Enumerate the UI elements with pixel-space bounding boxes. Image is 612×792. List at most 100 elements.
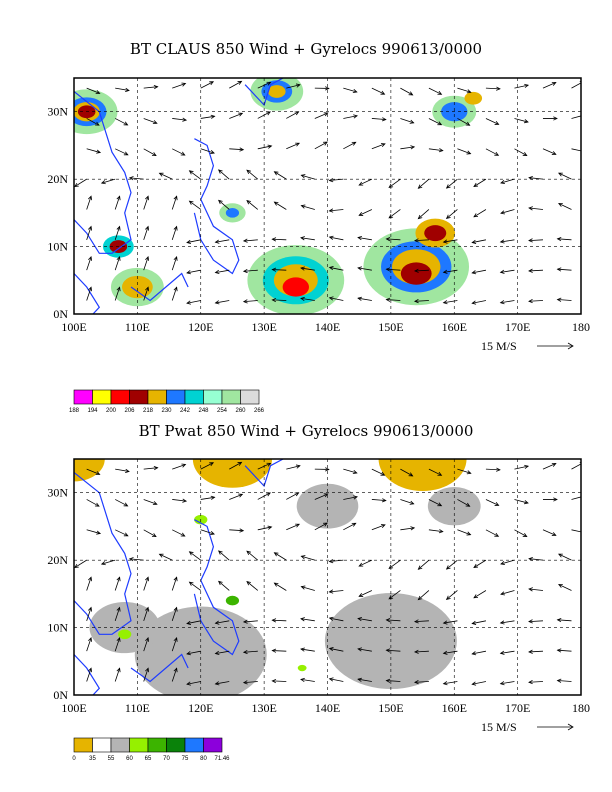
wind-vector: [86, 668, 92, 682]
wind-vector: [301, 205, 315, 210]
wind-vector: [446, 178, 458, 189]
wind-arrowhead: [242, 649, 248, 655]
wind-arrowhead: [300, 296, 305, 301]
wind-vector: [189, 581, 201, 591]
wind-arrowhead: [437, 471, 443, 476]
wind-arrowhead: [408, 472, 414, 477]
wind-vector: [472, 239, 487, 243]
wind-arrowhead: [273, 201, 279, 206]
wind-arrowhead: [358, 593, 364, 597]
wind-arrowhead: [186, 300, 191, 305]
shading-blob: [121, 275, 153, 299]
wind-arrowhead: [210, 531, 215, 536]
wind-arrowhead: [385, 237, 391, 242]
wind-arrowhead: [414, 619, 419, 624]
wind-vector: [528, 620, 543, 622]
wind-arrowhead: [145, 286, 150, 292]
wind-arrowhead: [238, 112, 244, 117]
wind-vector: [114, 668, 121, 682]
wind-vector: [300, 267, 315, 271]
wind-vector: [500, 650, 515, 654]
wind-vector: [500, 559, 515, 565]
wind-arrowhead: [388, 595, 394, 600]
wind-arrowhead: [496, 86, 501, 91]
colorbar-swatch: [110, 737, 130, 753]
wind-vector: [528, 650, 543, 653]
wind-arrowhead: [380, 524, 386, 528]
wind-arrowhead: [116, 637, 121, 642]
wind-arrowhead: [551, 462, 557, 467]
wind-arrowhead: [442, 681, 448, 686]
wind-vector: [400, 527, 415, 531]
wind-arrowhead: [494, 532, 500, 537]
wind-vector: [300, 618, 315, 622]
wind-vector: [473, 559, 487, 568]
wind-arrowhead: [300, 236, 305, 241]
wind-vector: [443, 239, 458, 243]
wind-vector: [571, 115, 581, 119]
wind-vector: [300, 679, 315, 682]
wind-vector: [86, 287, 92, 301]
wind-arrowhead: [357, 266, 363, 271]
wind-vector: [86, 148, 101, 153]
wind-vector: [101, 559, 116, 565]
colorbar-swatch: [73, 737, 93, 753]
wind-vector: [229, 493, 243, 500]
x-tick-label: 110E: [125, 701, 150, 715]
wind-vector: [186, 681, 201, 685]
vector-reference-label: 15 M/S: [481, 339, 517, 353]
wind-arrowhead: [153, 465, 159, 471]
wind-arrowhead: [523, 119, 529, 124]
wind-arrowhead: [210, 495, 216, 500]
wind-vector: [200, 81, 214, 89]
wind-arrowhead: [295, 523, 301, 528]
wind-vector: [86, 529, 101, 534]
wind-arrowhead: [158, 172, 164, 177]
wind-vector: [359, 559, 373, 567]
wind-arrowhead: [238, 493, 244, 498]
wind-arrowhead: [471, 239, 477, 244]
shading-blob: [427, 487, 481, 526]
wind-vector: [473, 178, 487, 187]
wind-vector: [528, 269, 543, 272]
wind-vector: [529, 558, 544, 561]
wind-vector: [329, 178, 344, 181]
wind-arrowhead: [494, 502, 500, 506]
wind-vector: [329, 678, 344, 682]
y-tick-label: 10N: [47, 240, 68, 254]
wind-vector: [301, 174, 315, 180]
wind-vector: [114, 226, 121, 240]
wind-arrowhead: [471, 270, 477, 275]
wind-vector: [371, 468, 385, 476]
wind-arrowhead: [95, 471, 101, 476]
wind-arrowhead: [385, 648, 391, 653]
wind-arrowhead: [214, 269, 220, 275]
colorbar-swatch: [166, 389, 186, 405]
wind-vector: [171, 668, 178, 682]
wind-arrowhead: [218, 199, 223, 205]
panel1-wind-vectors: [74, 80, 581, 305]
wind-vector: [172, 148, 185, 156]
coastline: [193, 138, 240, 275]
wind-arrowhead: [246, 199, 251, 205]
wind-arrowhead: [328, 178, 334, 183]
wind-arrowhead: [523, 500, 529, 505]
wind-vector: [357, 237, 372, 241]
wind-arrowhead: [96, 149, 102, 154]
wind-arrowhead: [528, 619, 533, 624]
wind-arrowhead: [417, 565, 423, 570]
wind-vector: [272, 650, 287, 652]
wind-arrowhead: [145, 225, 150, 231]
wind-vector: [557, 238, 572, 241]
x-tick-label: 140E: [315, 320, 340, 334]
colorbar-swatch: [92, 737, 112, 753]
wind-vector: [243, 269, 258, 272]
y-tick-label: 20N: [47, 172, 68, 186]
wind-vector: [542, 529, 556, 536]
wind-vector: [371, 499, 386, 501]
wind-vector: [529, 588, 544, 591]
wind-vector: [500, 620, 515, 624]
wind-arrowhead: [442, 269, 448, 274]
wind-vector: [114, 637, 121, 652]
wind-arrowhead: [173, 195, 178, 201]
